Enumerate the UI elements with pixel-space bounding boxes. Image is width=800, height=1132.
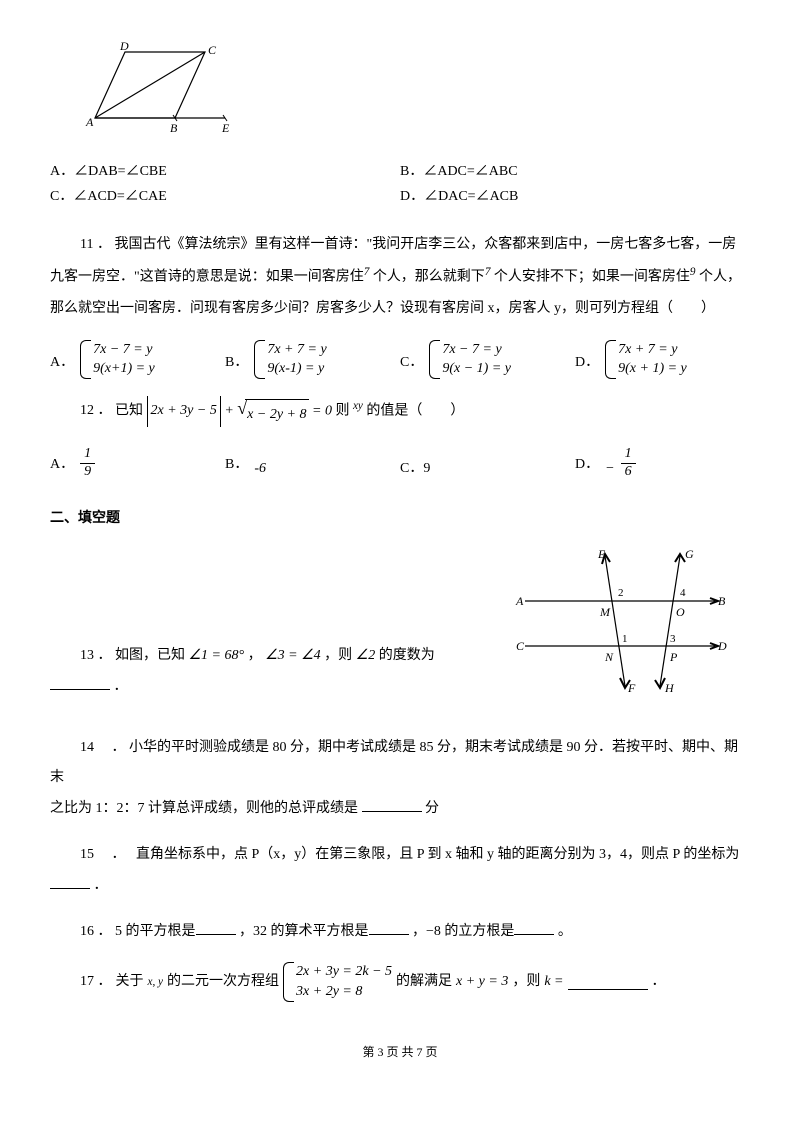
q11-text: 11 ． 我国古代《算法统宗》里有这样一首诗："我问开店李三公，众客都来到店中，…: [50, 230, 750, 325]
svg-text:B: B: [718, 594, 726, 608]
q14-blank[interactable]: [362, 797, 422, 812]
svg-text:D: D: [717, 639, 727, 653]
svg-text:2: 2: [618, 587, 624, 599]
q12-choice-C: C．9: [400, 456, 575, 481]
svg-text:O: O: [676, 605, 685, 619]
q11-num: 11 ．: [80, 237, 111, 252]
svg-text:E: E: [597, 547, 606, 561]
q16-blank2[interactable]: [369, 920, 409, 935]
svg-text:G: G: [685, 547, 694, 561]
q16-blank3[interactable]: [514, 920, 554, 935]
q12-choice-B: B． -6: [225, 452, 400, 481]
svg-text:C: C: [516, 639, 525, 653]
svg-text:A: A: [515, 594, 524, 608]
section-2-title: 二、填空题: [50, 506, 750, 531]
svg-text:3: 3: [670, 633, 676, 645]
q13-figure: E G A B C D F H M O N P 2 4 1 3: [510, 546, 730, 705]
q12-text: 12 ． 已知 2x + 3y − 5 + √x − 2y + 8 = 0 则 …: [50, 394, 750, 431]
svg-text:1: 1: [622, 633, 628, 645]
svg-text:4: 4: [680, 587, 686, 599]
svg-text:N: N: [604, 650, 614, 664]
q16-num: 16 ．: [80, 924, 112, 939]
svg-text:P: P: [669, 650, 678, 664]
q11-choice-B: B． 7x + 7 = y 9(x-1) = y: [225, 340, 400, 379]
q17-blank[interactable]: [568, 975, 648, 990]
q13-blank[interactable]: [50, 675, 110, 690]
label-D: D: [119, 40, 129, 53]
page-footer: 第 3 页 共 7 页: [50, 1042, 750, 1064]
svg-text:M: M: [599, 605, 611, 619]
q12-choices: A． 19 B． -6 C．9 D． − 16: [50, 446, 750, 481]
q14-text: 14 ． 小华的平时测验成绩是 80 分，期中考试成绩是 85 分，期末考试成绩…: [50, 733, 750, 825]
q10-choice-C: C．∠ACD=∠CAE: [50, 184, 400, 209]
q16-blank1[interactable]: [196, 920, 236, 935]
q17-text: 17 ． 关于 x, y 的二元一次方程组 2x + 3y = 2k − 5 3…: [50, 962, 750, 1001]
q12-num: 12 ．: [80, 403, 112, 418]
q16-text: 16 ． 5 的平方根是 ，32 的算术平方根是 ，−8 的立方根是 。: [50, 917, 750, 948]
q11-choice-D: D． 7x + 7 = y 9(x + 1) = y: [575, 340, 750, 379]
q10-figure: D C A B E: [80, 40, 750, 144]
q14-num: 14 ．: [80, 740, 126, 755]
q10-choice-D: D．∠DAC=∠ACB: [400, 184, 750, 209]
q11-choices: A． 7x − 7 = y 9(x+1) = y B． 7x + 7 = y 9…: [50, 340, 750, 379]
q10-choice-A: A．∠DAB=∠CBE: [50, 159, 400, 184]
q13-num: 13 ．: [80, 648, 112, 663]
q11-choice-C: C． 7x − 7 = y 9(x − 1) = y: [400, 340, 575, 379]
q17-num: 17 ．: [80, 967, 112, 998]
svg-text:H: H: [664, 681, 675, 695]
label-E: E: [221, 121, 230, 135]
label-A: A: [85, 115, 94, 129]
svg-text:F: F: [627, 681, 636, 695]
label-B: B: [170, 121, 178, 135]
q11-choice-A: A． 7x − 7 = y 9(x+1) = y: [50, 340, 225, 379]
q15-num: 15 ．: [80, 847, 133, 862]
q12-choice-A: A． 19: [50, 446, 225, 481]
q15-blank[interactable]: [50, 874, 90, 889]
q10-choices: A．∠DAB=∠CBE B．∠ADC=∠ABC C．∠ACD=∠CAE D．∠D…: [50, 159, 750, 209]
q15-text: 15 ． 直角坐标系中，点 P（x，y）在第三象限，且 P 到 x 轴和 y 轴…: [50, 840, 750, 902]
label-C: C: [208, 43, 217, 57]
q10-choice-B: B．∠ADC=∠ABC: [400, 159, 750, 184]
q12-choice-D: D． − 16: [575, 446, 750, 481]
